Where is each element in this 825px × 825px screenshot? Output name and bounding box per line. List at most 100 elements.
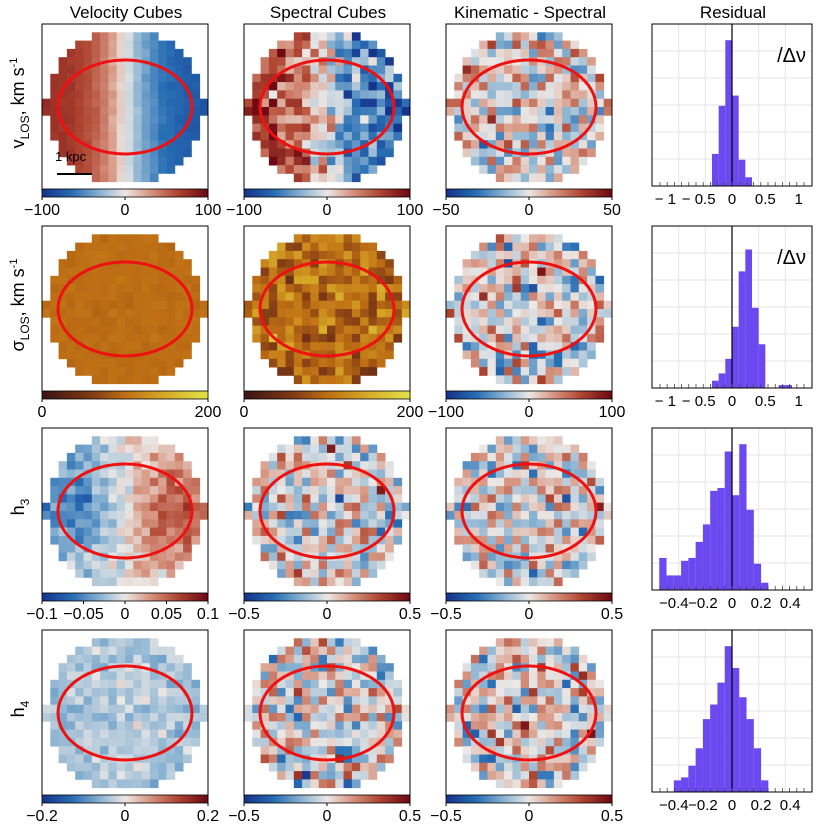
map-cell (385, 688, 394, 697)
map-cell (335, 98, 344, 108)
colorbar-segment (374, 795, 378, 803)
map-cell (385, 544, 394, 553)
map-cell (537, 469, 546, 479)
map-cell (277, 754, 286, 764)
map-cell (385, 131, 394, 141)
map-cell (75, 663, 84, 672)
map-cell (553, 123, 563, 133)
map-cell (368, 494, 378, 504)
map-cell (149, 115, 159, 124)
map-cell (310, 436, 320, 445)
colorbar-tick-label: 0.5 (399, 606, 421, 623)
map-cell (570, 671, 580, 681)
map-cell (149, 762, 159, 772)
map-cell (368, 569, 378, 578)
map-cell (487, 333, 497, 343)
colorbar-segment (360, 593, 364, 601)
map-cell (158, 552, 167, 562)
map-cell (495, 771, 505, 780)
map-cell (50, 309, 59, 318)
map-cell (183, 486, 192, 495)
map-cell (462, 325, 472, 335)
map-cell (318, 452, 328, 462)
map-cell (50, 696, 59, 706)
map-cell (327, 234, 336, 243)
map-cell (562, 40, 571, 50)
map-cell (512, 452, 522, 462)
colorbar-segment (603, 391, 607, 399)
map-cell (174, 544, 184, 553)
map-cell (360, 107, 369, 116)
colorbar-segment (368, 593, 372, 601)
map-cell (158, 131, 167, 141)
colorbar-segment (147, 189, 151, 197)
map-cell (260, 713, 270, 722)
map-cell (277, 57, 286, 66)
map-cell (91, 309, 101, 318)
colorbar-segment (398, 391, 403, 399)
map-cell (470, 560, 480, 570)
map-cell (66, 671, 76, 681)
map-cell (183, 477, 192, 487)
map-cell (479, 569, 488, 578)
map-cell (343, 115, 353, 124)
map-cell (495, 358, 505, 368)
map-cell (537, 65, 546, 75)
map-cell (58, 90, 68, 100)
map-cell (587, 350, 596, 360)
map-cell (100, 242, 109, 252)
map-cell (495, 242, 505, 252)
map-cell (174, 65, 184, 75)
map-cell (116, 317, 126, 326)
map-cell (141, 762, 151, 772)
map-cell (570, 762, 580, 772)
map-cell (116, 90, 126, 100)
map-cell (512, 234, 522, 243)
map-cell (310, 696, 320, 706)
colorbar-segment (94, 189, 98, 197)
map-cell (133, 560, 142, 570)
map-cell (302, 115, 311, 124)
map-cell (504, 90, 513, 100)
colorbar-segment (600, 391, 605, 399)
map-cell (50, 486, 59, 495)
map-cell (108, 721, 118, 730)
map-cell (318, 444, 328, 454)
map-cell (368, 560, 378, 570)
map-cell (553, 259, 563, 268)
map-cell (368, 40, 378, 50)
map-cell (133, 333, 142, 343)
map-cell (368, 502, 378, 512)
map-cell (125, 737, 134, 747)
hist-bar (732, 326, 739, 388)
map-cell (360, 358, 369, 368)
map-cell (108, 486, 118, 495)
colorbar-segment (91, 189, 96, 197)
colorbar-segment (291, 795, 295, 803)
map-cell (91, 729, 101, 739)
colorbar-segment (526, 795, 530, 803)
map-cell (351, 259, 361, 268)
map-cell (360, 40, 369, 50)
map-cell (335, 762, 344, 772)
map-cell (158, 646, 167, 656)
map-cell (504, 535, 513, 545)
map-cell (487, 242, 497, 252)
map-cell (293, 511, 303, 520)
map-cell (512, 646, 522, 656)
map-cell (285, 679, 295, 689)
map-cell (360, 560, 369, 570)
map-cell (393, 73, 403, 83)
map-cell (393, 317, 403, 326)
colorbar-segment (47, 391, 51, 399)
map-cell (562, 527, 571, 537)
map-cell (595, 123, 605, 133)
map-cell (75, 519, 84, 528)
map-cell (570, 90, 580, 100)
map-cell (149, 275, 159, 285)
map-cell (108, 436, 118, 445)
map-cell (376, 560, 386, 570)
colorbar-segment (324, 593, 328, 601)
map-cell (174, 115, 184, 124)
map-cell (125, 494, 134, 504)
